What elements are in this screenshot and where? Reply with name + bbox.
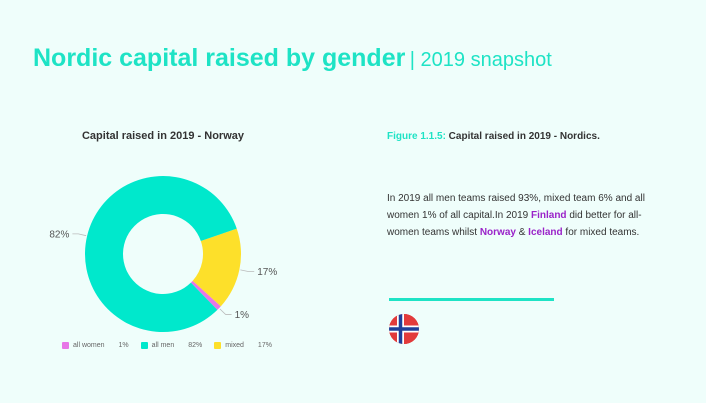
data-label-all-men: 82% [49,229,69,240]
accent-divider [389,298,554,301]
data-label-mixed: 17% [257,267,277,278]
title-main: Nordic capital raised by gender [33,44,406,72]
legend-label: all women [73,342,105,349]
data-label-all-women: 1% [235,310,250,321]
donut-slice-mixed[interactable] [192,228,241,307]
chart-title: Capital raised in 2019 - Norway [81,130,244,142]
page-title: Nordic capital raised by gender | 2019 s… [33,44,552,73]
legend-value: 82% [188,342,203,349]
figure-number: Figure 1.1.5: [387,131,446,142]
leader-line [219,308,232,315]
body-text-amp: & [515,227,529,238]
figure-caption: Figure 1.1.5: Capital raised in 2019 - N… [387,131,600,142]
title-subtitle: | 2019 snapshot [409,49,552,71]
legend-value: 17% [257,342,272,349]
donut-slice-all-men[interactable] [85,176,237,332]
highlight-finland: Finland [530,210,567,221]
donut-slice-all-women[interactable] [190,280,221,310]
legend-item-all-women[interactable]: all women 1% [62,342,129,349]
leader-line [72,233,87,237]
legend-swatch-all-women [62,342,69,349]
figure-caption-text: Capital raised in 2019 - Nordics. [445,131,600,142]
legend-item-all-men[interactable]: all men 82% [140,342,203,349]
body-text-1: In 2019 all men teams raised 93%, mixed … [387,193,645,221]
highlight-iceland: Iceland [528,227,563,238]
legend-swatch-mixed [214,342,222,349]
body-text-3: for mixed teams. [562,227,640,238]
legend-value: 1% [118,342,129,349]
norway-flag-icon [389,314,419,344]
leader-line [240,269,255,272]
highlight-norway: Norway [479,227,516,238]
chart-legend: all women 1% all men 82% mixed 17% [62,342,284,349]
body-paragraph: In 2019 all men teams raised 93%, mixed … [387,190,647,241]
legend-swatch-all-men [140,342,148,349]
body-text-2: did better for all-women teams whilst [387,210,642,238]
legend-item-mixed[interactable]: mixed 17% [214,342,272,349]
legend-label: all men [151,342,175,349]
legend-label: mixed [225,342,244,349]
